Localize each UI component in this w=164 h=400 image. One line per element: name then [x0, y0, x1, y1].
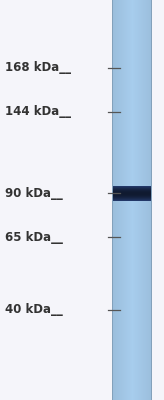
Text: 40 kDa__: 40 kDa__ — [5, 304, 63, 316]
Text: 90 kDa__: 90 kDa__ — [5, 186, 63, 200]
Text: 65 kDa__: 65 kDa__ — [5, 230, 63, 244]
Text: 144 kDa__: 144 kDa__ — [5, 106, 71, 118]
Text: 168 kDa__: 168 kDa__ — [5, 62, 71, 74]
